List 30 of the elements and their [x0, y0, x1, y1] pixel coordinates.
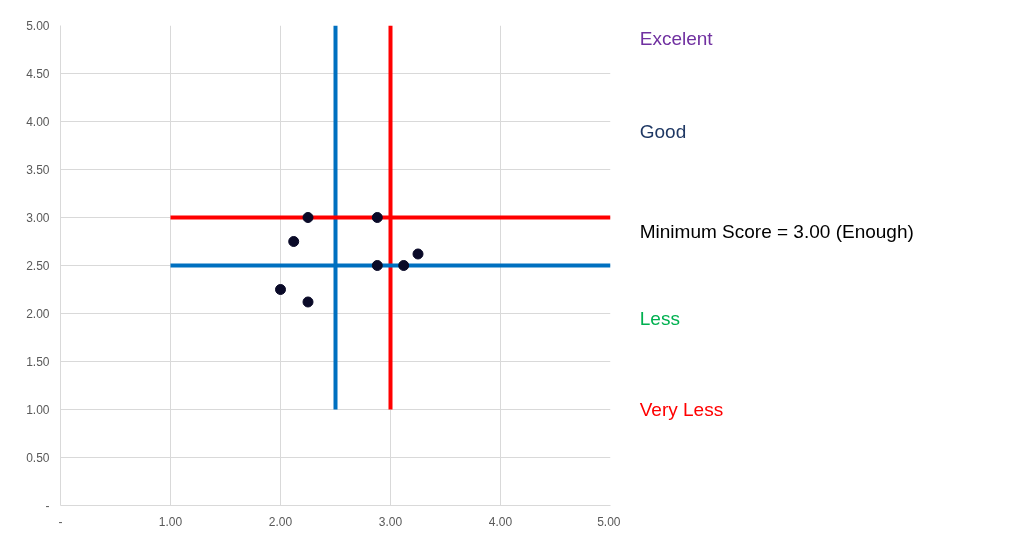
y-tick-label: 3.50: [26, 163, 50, 177]
y-tick-label: 1.50: [26, 355, 50, 369]
x-tick-label: 5.00: [597, 514, 621, 529]
text: Very Less: [639, 399, 724, 421]
y-tick-label: 3.00: [26, 211, 50, 225]
point: [371, 212, 383, 223]
y-tick-label: 5.00: [26, 19, 50, 33]
x-tick-label: 1.00: [158, 514, 183, 529]
x-tick-label: 4.00: [488, 514, 513, 529]
y-tick-label: 0.50: [26, 451, 50, 465]
x-tick-label: -: [58, 514, 63, 529]
y-tick-label: -: [45, 499, 50, 513]
text: Good: [639, 120, 687, 142]
y-tick-label: 2.00: [26, 307, 50, 321]
point: [412, 248, 424, 260]
y-tick-label: 4.00: [26, 115, 50, 129]
point: [371, 260, 383, 271]
text: Less: [639, 307, 680, 329]
y-tick-label: 4.50: [26, 67, 50, 81]
point: [275, 284, 286, 295]
x-tick-label: 2.00: [268, 514, 293, 529]
point: [302, 212, 314, 223]
y-tick-label: 1.00: [26, 403, 50, 417]
y-tick-label: 2.50: [26, 259, 50, 273]
text: Excelent: [639, 27, 714, 49]
text: Minimum Score = 3.00 (Enough): [639, 221, 914, 243]
point: [398, 260, 410, 271]
point: [288, 236, 300, 247]
x-tick-label: 3.00: [378, 514, 403, 529]
point: [302, 296, 314, 308]
